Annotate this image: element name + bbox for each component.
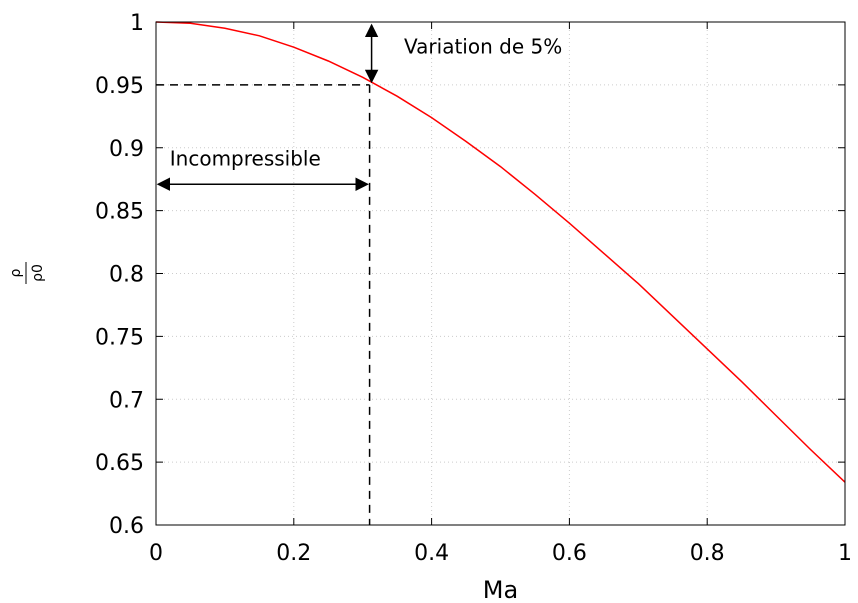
y-axis-label-denominator: ρ0	[30, 264, 46, 282]
y-tick-label: 0.9	[109, 137, 144, 162]
y-tick-label: 0.65	[95, 451, 144, 476]
y-tick-label: 0.8	[109, 263, 144, 288]
y-tick-label: 0.95	[95, 74, 144, 99]
y-tick-label: 0.7	[109, 388, 144, 413]
x-tick-label: 1	[838, 541, 852, 566]
x-tick-label: 0	[149, 541, 163, 566]
x-tick-label: 0.2	[276, 541, 311, 566]
grid	[156, 22, 845, 525]
tick-marks	[155, 21, 846, 526]
x-axis-label: Ma	[483, 576, 518, 603]
series-group	[155, 21, 846, 483]
annotations: Variation de 5% Incompressible	[156, 23, 562, 191]
y-axis-label-numerator: ρ	[8, 268, 24, 277]
incompressible-annotation: Incompressible	[170, 146, 321, 170]
y-tick-labels: 0.6 0.65 0.7 0.75 0.8 0.85 0.9 0.95 1	[95, 11, 144, 539]
y-tick-label: 0.85	[95, 200, 144, 225]
variation-annotation: Variation de 5%	[404, 34, 562, 58]
x-tick-label: 0.8	[690, 541, 725, 566]
reference-lines	[156, 84, 371, 525]
y-tick-label: 0.75	[95, 325, 144, 350]
x-tick-label: 0.4	[414, 541, 449, 566]
series-line	[155, 21, 846, 483]
y-tick-label: 0.6	[109, 514, 144, 539]
x-tick-label: 0.6	[552, 541, 587, 566]
y-axis-label: ρ ρ0	[8, 262, 46, 284]
x-tick-labels: 0 0.2 0.4 0.6 0.8 1	[149, 541, 852, 566]
y-tick-label: 1	[130, 11, 144, 36]
